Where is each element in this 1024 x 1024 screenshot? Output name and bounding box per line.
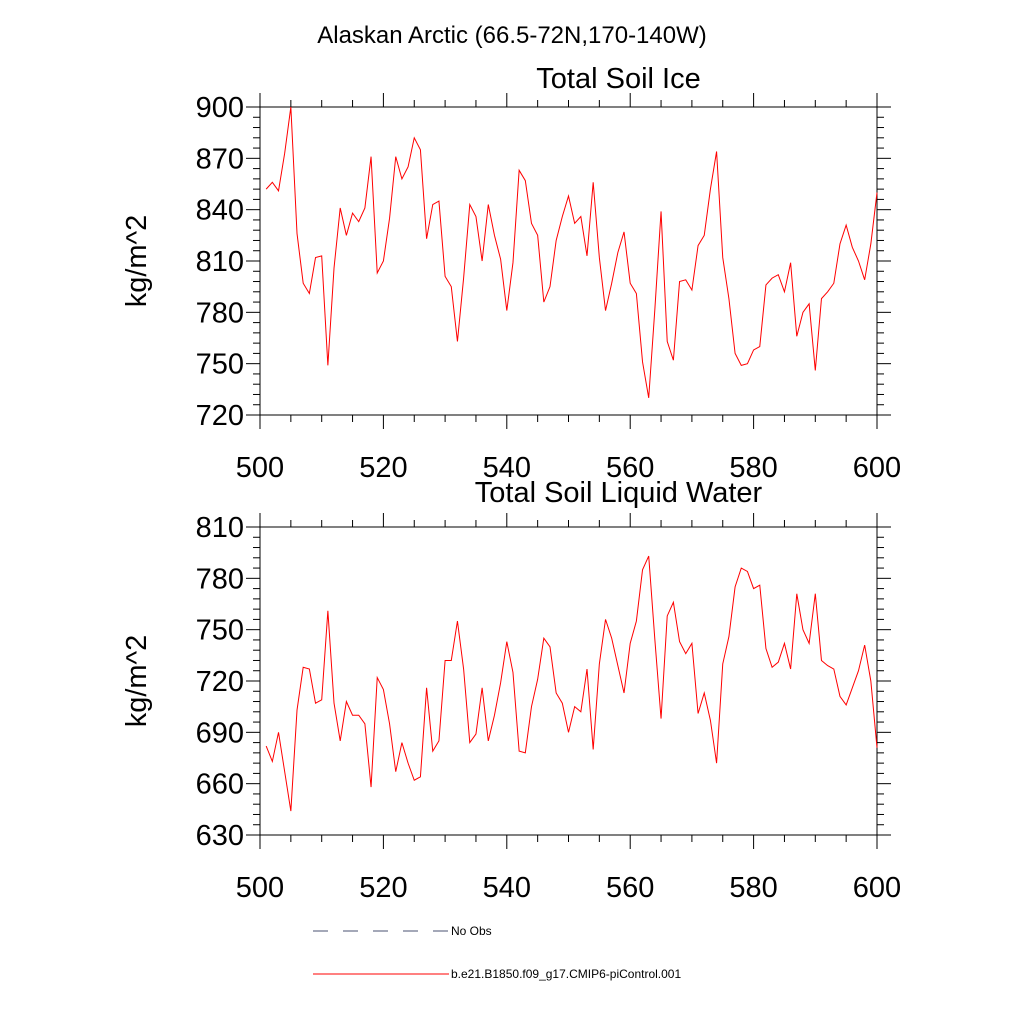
total-soil-ice-plot-frame bbox=[259, 106, 878, 416]
total-soil-liquid-water-y-tick-label: 810 bbox=[196, 512, 244, 544]
figure-title: Alaskan Arctic (66.5-72N,170-140W) bbox=[317, 22, 707, 49]
total-soil-ice-y-tick-label: 810 bbox=[196, 246, 244, 278]
legend-label-no-obs: No Obs bbox=[451, 924, 492, 938]
total-soil-ice-x-tick-label: 540 bbox=[483, 452, 531, 484]
total-soil-liquid-water-y-tick-label: 630 bbox=[196, 820, 244, 852]
total-soil-ice-x-tick-label: 500 bbox=[236, 452, 284, 484]
total-soil-liquid-water-y-tick-label: 780 bbox=[196, 563, 244, 595]
total-soil-ice-y-tick-label: 750 bbox=[196, 349, 244, 381]
total-soil-ice-x-tick-label: 600 bbox=[853, 452, 901, 484]
total-soil-liquid-water-y-axis-label: kg/m^2 bbox=[121, 635, 153, 728]
total-soil-liquid-water-title: Total Soil Liquid Water bbox=[475, 477, 763, 509]
total-soil-liquid-water-x-tick-label: 540 bbox=[483, 872, 531, 904]
total-soil-liquid-water-x-tick-label: 500 bbox=[236, 872, 284, 904]
total-soil-liquid-water-y-tick-label: 720 bbox=[196, 666, 244, 698]
total-soil-ice-y-tick-label: 720 bbox=[196, 400, 244, 432]
total-soil-ice-y-tick-label: 900 bbox=[196, 92, 244, 124]
total-soil-liquid-water-y-tick-label: 660 bbox=[196, 769, 244, 801]
total-soil-ice-x-tick-label: 520 bbox=[359, 452, 407, 484]
total-soil-ice-y-tick-label: 870 bbox=[196, 143, 244, 175]
total-soil-ice-y-tick-label: 840 bbox=[196, 195, 244, 227]
total-soil-ice-title: Total Soil Ice bbox=[536, 63, 700, 95]
total-soil-liquid-water-plot-frame bbox=[259, 526, 878, 836]
total-soil-liquid-water-x-tick-label: 520 bbox=[359, 872, 407, 904]
total-soil-liquid-water-x-tick-label: 560 bbox=[606, 872, 654, 904]
total-soil-liquid-water-x-tick-label: 580 bbox=[729, 872, 777, 904]
total-soil-liquid-water-y-tick-label: 690 bbox=[196, 717, 244, 749]
total-soil-ice-x-tick-label: 560 bbox=[606, 452, 654, 484]
total-soil-liquid-water-x-tick-label: 600 bbox=[853, 872, 901, 904]
total-soil-liquid-water-y-tick-label: 750 bbox=[196, 615, 244, 647]
legend: No Obs b.e21.B1850.f09_g17.CMIP6-piContr… bbox=[313, 924, 681, 981]
total-soil-liquid-water-series-line bbox=[265, 555, 878, 812]
total-soil-ice-x-tick-label: 580 bbox=[729, 452, 777, 484]
total-soil-ice-y-axis-label: kg/m^2 bbox=[121, 215, 153, 308]
total-soil-ice-series-line bbox=[265, 106, 878, 398]
panel-total-soil-ice: Total Soil Ice 500 520 540 560 580 600 720 750 78… bbox=[121, 63, 901, 484]
total-soil-ice-y-tick-label: 780 bbox=[196, 297, 244, 329]
panel-total-soil-liquid-water: Total Soil Liquid Water 500 520 540 560 580 60… bbox=[121, 477, 901, 904]
legend-label-model: b.e21.B1850.f09_g17.CMIP6-piControl.001 bbox=[451, 967, 681, 981]
